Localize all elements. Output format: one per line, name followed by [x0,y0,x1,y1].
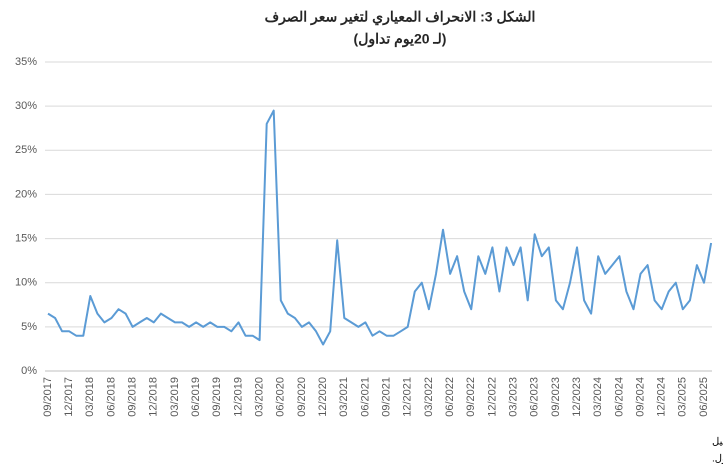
x-tick-label: 03/2023 [507,377,519,417]
y-tick-label: 25% [15,144,37,156]
chart-title: الشكل 3: الانحراف المعياري لتغير سعر الص… [265,9,536,26]
x-tick-label: 03/2022 [423,377,435,417]
x-tick-label: 09/2021 [380,377,392,417]
y-tick-label: 20% [15,188,37,200]
x-tick-label: 12/2018 [148,377,160,417]
y-tick-label: 10% [15,277,37,289]
x-tick-label: 06/2021 [359,377,371,417]
x-tick-label: 09/2017 [42,377,54,417]
x-tick-label: 06/2023 [529,377,541,417]
chart-subtitle: (لـ 20يوم تداول) [354,31,447,48]
x-tick-label: 12/2020 [317,377,329,417]
x-tick-label: 06/2019 [190,377,202,417]
x-tick-label: 12/2023 [571,377,583,417]
x-tick-label: 12/2022 [486,377,498,417]
footnote: * الانحراف المعياري السنوي لمعدلات التغي… [712,452,723,465]
y-tick-label: 35% [15,56,37,68]
x-tick-label: 06/2018 [105,377,117,417]
x-tick-label: 06/2020 [275,377,287,417]
y-tick-label: 15% [15,232,37,244]
x-tick-label: 12/2019 [232,377,244,417]
x-tick-label: 09/2018 [127,377,139,417]
x-tick-label: 03/2020 [254,377,266,417]
y-tick-label: 0% [21,365,37,377]
x-tick-label: 12/2024 [656,377,668,417]
x-tick-label: 03/2021 [338,377,350,417]
y-tick-label: 30% [15,100,37,112]
x-tick-label: 06/2025 [698,377,710,417]
x-tick-label: 12/2021 [402,377,414,417]
x-tick-label: 09/2022 [465,377,477,417]
source-note: المصدر: معطيات وتحليلات بنك إسرائيل [712,437,723,448]
data-line [47,109,713,346]
x-tick-label: 06/2024 [613,377,625,417]
x-tick-label: 03/2024 [592,377,604,417]
x-tick-label: 09/2023 [550,377,562,417]
x-tick-label: 09/2024 [634,377,646,417]
x-tick-label: 03/2025 [677,377,689,417]
x-tick-label: 03/2019 [169,377,181,417]
x-tick-label: 03/2018 [84,377,96,417]
x-tick-label: 06/2022 [444,377,456,417]
x-tick-label: 12/2017 [63,377,75,417]
x-tick-label: 09/2019 [211,377,223,417]
y-tick-label: 5% [21,321,37,333]
x-tick-label: 09/2020 [296,377,308,417]
